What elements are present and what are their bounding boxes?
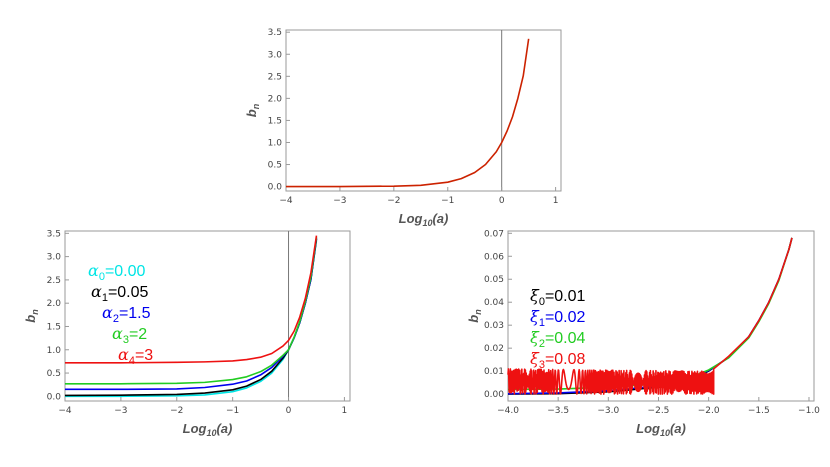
series-line-0: [285, 38, 530, 188]
x-tick-label: −2.5: [648, 406, 670, 416]
y-tick-label: 3.0: [268, 50, 283, 60]
legend-entry: α3=2: [112, 324, 147, 346]
x-tick-label: 1: [342, 406, 348, 416]
legend-entry: ξ2=0.04: [530, 328, 586, 350]
plot-frame: [285, 29, 562, 192]
y-tick-label: 3.5: [268, 28, 282, 38]
y-tick-label: 2.5: [268, 72, 282, 82]
y-tick-label: 0.0: [47, 392, 62, 402]
y-tick-label: 3.5: [47, 229, 61, 239]
y-tick-label: 1.0: [47, 346, 62, 356]
x-tick-label: −1: [441, 196, 454, 206]
y-axis-label: bn: [23, 309, 40, 323]
x-tick-label: 1: [553, 196, 559, 206]
x-tick-label: −1: [226, 406, 239, 416]
x-axis-label: Log10(a): [636, 421, 686, 438]
x-axis-label: Log10(a): [183, 421, 233, 438]
plot-frame: [507, 230, 815, 402]
y-tick-label: 2.0: [268, 94, 283, 104]
legend-entry: α0=0.00: [88, 261, 146, 283]
x-tick-label: 0: [499, 196, 505, 206]
y-tick-label: 0.07: [484, 229, 504, 239]
x-tick-label: −4: [279, 196, 293, 206]
y-tick-label: 2.0: [47, 299, 62, 309]
legend-entry: ξ1=0.02: [530, 307, 586, 329]
legend-entry: α4=3: [118, 345, 153, 367]
x-tick-label: −2: [170, 406, 183, 416]
x-axis-label: Log10(a): [399, 211, 449, 228]
chart-bottom-right: −4.0 −3.5 −3.0 −2.5 −2.0 −1.5 −1.0 0.00 0.01 0.02…: [466, 229, 820, 438]
x-tick-label: −3.5: [547, 406, 569, 416]
legend-entry: α2=1.5: [102, 303, 151, 325]
series-line-4: [65, 235, 318, 364]
x-tick-label: −1.5: [748, 406, 770, 416]
y-tick-label: 1.0: [268, 138, 283, 148]
plot-frame: [64, 230, 351, 402]
y-tick-label: 0.00: [484, 390, 504, 400]
y-axis-label: bn: [466, 309, 483, 323]
series-line-3: [507, 237, 793, 395]
x-tick-label: −4: [58, 406, 72, 416]
y-tick-label: 0.04: [484, 298, 504, 308]
y-tick-label: 0.03: [484, 321, 504, 331]
y-tick-label: 3.0: [47, 253, 62, 263]
y-tick-label: 1.5: [47, 322, 61, 332]
y-axis-label: bn: [244, 103, 261, 117]
y-tick-label: 0.0: [268, 183, 283, 193]
y-tick-label: 2.5: [47, 276, 61, 286]
x-tick-label: −2: [387, 196, 400, 206]
legend-entry: ξ3=0.08: [530, 349, 586, 371]
x-tick-label: −3: [114, 406, 127, 416]
x-tick-label: −3: [333, 196, 346, 206]
x-tick-label: −2.0: [698, 406, 720, 416]
y-tick-label: 0.5: [268, 161, 282, 171]
legend-entry: ξ0=0.01: [530, 286, 586, 308]
x-tick-label: 0: [286, 406, 292, 416]
x-tick-label: −4.0: [497, 406, 519, 416]
y-tick-label: 1.5: [268, 116, 282, 126]
x-tick-label: −3.0: [597, 406, 619, 416]
y-tick-label: 0.5: [47, 369, 61, 379]
y-tick-label: 0.02: [484, 344, 504, 354]
chart-bottom-left: −4 −3 −2 −1 0 1 0.0 0.5 1.0 1.5 2.0 2.5 3.0 3.5 Log10(…: [23, 229, 351, 438]
chart-top: −4 −3 −2 −1 0 1 0.0 0.5 1.0 1.5 2.0 2.5 3.0 3.5 Log10(…: [244, 28, 562, 228]
y-tick-label: 0.06: [484, 252, 504, 262]
x-tick-label: −1.0: [798, 406, 820, 416]
y-tick-label: 0.01: [484, 367, 504, 377]
legend-entry: α1=0.05: [91, 282, 149, 304]
y-tick-label: 0.05: [484, 275, 504, 285]
series-line-3: [65, 236, 318, 385]
